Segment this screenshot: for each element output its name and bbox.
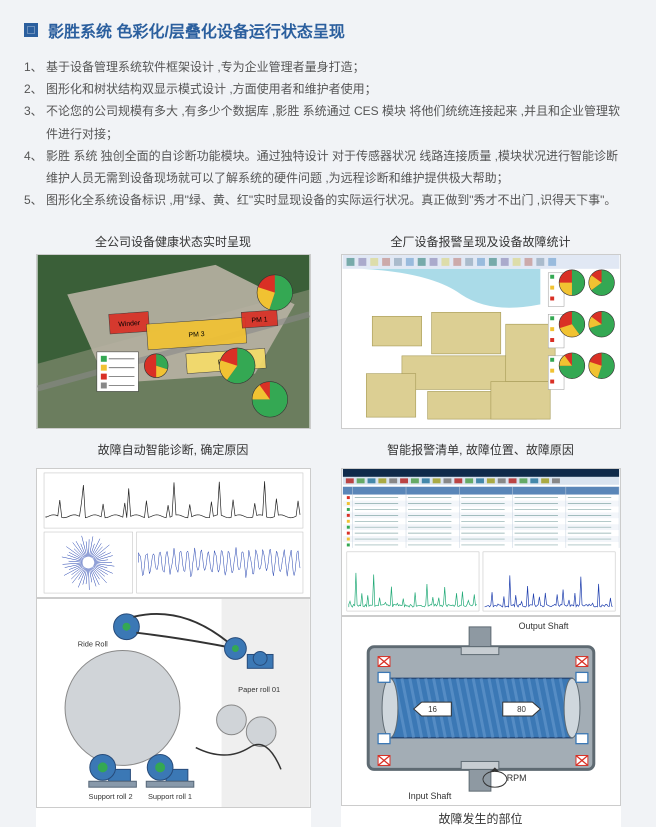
factory-viz: WinderPM 3PM 2PM 1 xyxy=(36,254,311,429)
cell-plant: 全厂设备报警呈现及设备故障统计 xyxy=(341,233,621,429)
svg-text:80: 80 xyxy=(517,705,526,714)
alarm-list-viz xyxy=(341,468,621,616)
list-item: 3、不论您的公司规模有多大 ,有多少个数据库 ,影胜 系统通过 CES 模块 将… xyxy=(24,100,632,144)
svg-text:PM 1: PM 1 xyxy=(251,317,268,325)
image-grid: 全公司设备健康状态实时呈现 WinderPM 3PM 2PM 1 全厂设备报警呈… xyxy=(24,233,632,827)
list-text: 图形化全系统设备标识 ,用"绿、黄、红"实时显现设备的实际运行状况。真正做到"秀… xyxy=(46,189,632,211)
svg-text:Paper roll 01: Paper roll 01 xyxy=(238,685,280,694)
list-num: 5、 xyxy=(24,189,46,211)
svg-text:Support roll 2: Support roll 2 xyxy=(88,792,132,801)
list-item: 2、图形化和树状结构双显示模式设计 ,方面使用者和维护者使用； xyxy=(24,78,632,100)
svg-text:Ride Roll: Ride Roll xyxy=(77,640,107,649)
list-item: 4、影胜 系统 独创全面的自诊断功能模块。通过独特设计 对于传感器状况 线路连接… xyxy=(24,145,632,189)
caption: 全厂设备报警呈现及设备故障统计 xyxy=(341,233,621,250)
caption: 全公司设备健康状态实时呈现 xyxy=(36,233,311,250)
svg-text:Support roll 1: Support roll 1 xyxy=(148,792,192,801)
caption: 故障发生的部位 xyxy=(341,810,621,827)
signal-charts xyxy=(36,468,311,598)
list-text: 图形化和树状结构双显示模式设计 ,方面使用者和维护者使用； xyxy=(46,78,632,100)
section-title: 影胜系统 色彩化/层叠化设备运行状态呈现 xyxy=(48,18,345,42)
svg-text:16: 16 xyxy=(428,705,437,714)
plant-viz xyxy=(341,254,621,429)
gearbox-diagram: 16 80 Output Shaft Input Shaft RPM xyxy=(341,616,621,806)
caption: 智能报警清单, 故障位置、故障原因 xyxy=(341,441,621,458)
list-num: 2、 xyxy=(24,78,46,100)
cell-diagnosis-right: 16 80 Output Shaft Input Shaft RPM 故障发生的部位 xyxy=(341,468,621,827)
list-num: 3、 xyxy=(24,100,46,144)
feature-list: 1、基于设备管理系统软件框架设计 ,专为企业管理者量身打造； 2、图形化和树状结… xyxy=(24,56,632,211)
cell-factory: 全公司设备健康状态实时呈现 WinderPM 3PM 2PM 1 xyxy=(36,233,311,429)
svg-text:Input Shaft: Input Shaft xyxy=(408,791,452,801)
cell-diagnosis-left: Ride Roll Paper roll 01 Support roll 2 Supp… xyxy=(36,468,311,827)
list-item: 5、图形化全系统设备标识 ,用"绿、黄、红"实时显现设备的实际运行状况。真正做到… xyxy=(24,189,632,211)
list-num: 1、 xyxy=(24,56,46,78)
caption: 故障自动智能诊断, 确定原因 xyxy=(36,441,311,458)
list-text: 不论您的公司规模有多大 ,有多少个数据库 ,影胜 系统通过 CES 模块 将他们… xyxy=(46,100,632,144)
list-text: 基于设备管理系统软件框架设计 ,专为企业管理者量身打造； xyxy=(46,56,632,78)
machine-diagram: Ride Roll Paper roll 01 Support roll 2 Supp… xyxy=(36,598,311,808)
list-item: 1、基于设备管理系统软件框架设计 ,专为企业管理者量身打造； xyxy=(24,56,632,78)
svg-text:Output Shaft: Output Shaft xyxy=(518,621,568,631)
header-bullet-icon xyxy=(24,23,38,37)
list-num: 4、 xyxy=(24,145,46,189)
section-header: 影胜系统 色彩化/层叠化设备运行状态呈现 xyxy=(24,18,632,42)
svg-text:PM 3: PM 3 xyxy=(188,331,205,339)
svg-text:RPM: RPM xyxy=(506,774,526,784)
list-text: 影胜 系统 独创全面的自诊断功能模块。通过独特设计 对于传感器状况 线路连接质量… xyxy=(46,145,632,189)
